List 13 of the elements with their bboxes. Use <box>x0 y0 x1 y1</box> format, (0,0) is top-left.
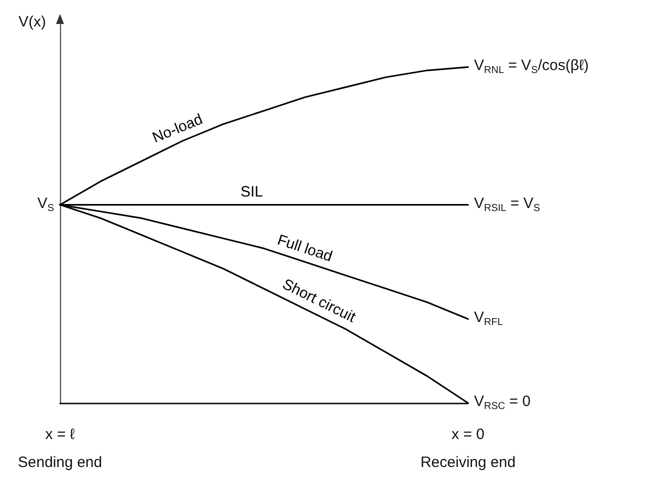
annotation: V$_{S}$ <box>37 194 54 214</box>
series-label: SIL <box>240 183 264 201</box>
annotation: V$_{RSIL}$ = V$_{S}$ <box>474 194 540 214</box>
text: Receiving end <box>420 454 516 472</box>
text: Full load <box>275 231 334 266</box>
y-axis-title: V(x) <box>18 14 46 30</box>
annotation: V$_{RNL}$ = V$_{S}$/cos(βℓ) <box>474 57 589 76</box>
x-tick-label: x = 0 <box>452 426 484 443</box>
x-tick-label: x = ℓ <box>45 426 75 443</box>
annotation: V$_{RFL}$ <box>474 309 503 328</box>
text: Sending end <box>18 454 102 472</box>
text: Short circuit <box>279 276 358 327</box>
annotation: V$_{RSC}$ = 0 <box>474 393 531 412</box>
